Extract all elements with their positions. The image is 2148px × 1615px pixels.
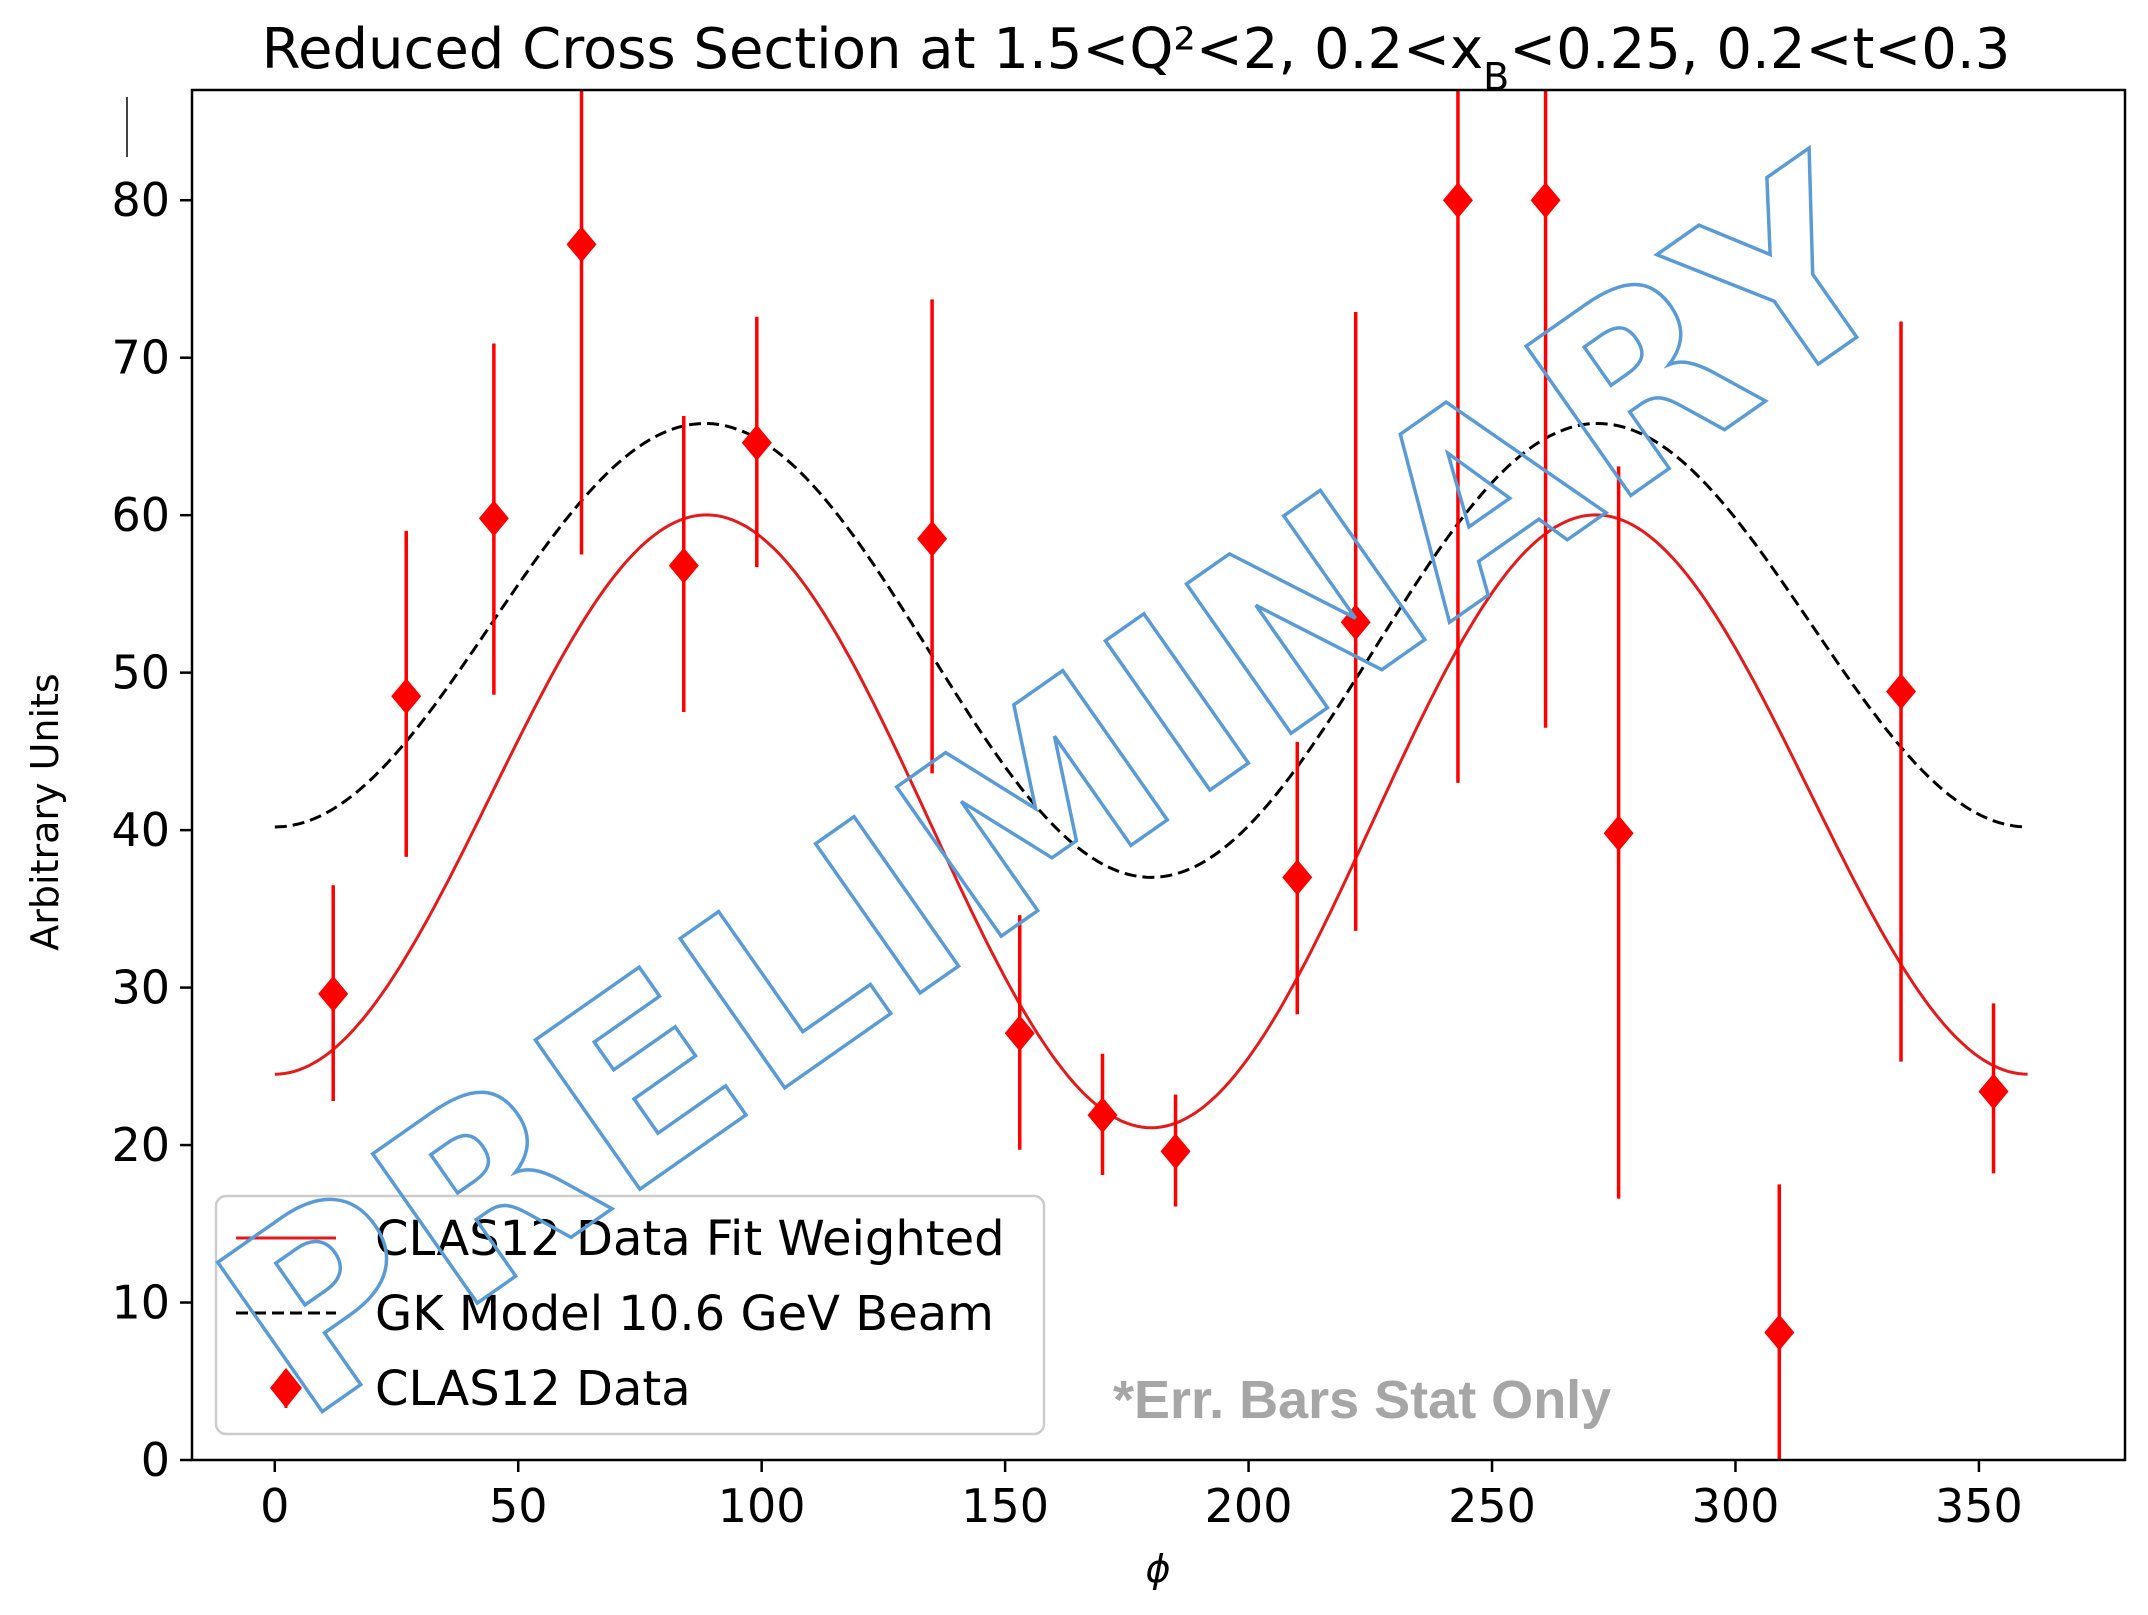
data-point: [1978, 1073, 2009, 1110]
plot-area: [274, 90, 2028, 1460]
data-point: [917, 520, 948, 557]
y-tick-label: 60: [111, 488, 170, 542]
data-point: [741, 424, 772, 461]
y-tick-label: 20: [111, 1118, 170, 1172]
x-tick-label: 250: [1448, 1479, 1536, 1533]
data-point: [1603, 815, 1634, 852]
data-point: [1442, 182, 1473, 219]
preliminary-watermark: PRELIMINARY: [170, 105, 1950, 1473]
x-tick-label: 300: [1692, 1479, 1780, 1533]
data-point: [1004, 1015, 1035, 1052]
gk-model-curve: [274, 422, 2028, 879]
chart-title: Reduced Cross Section at 1.5<Q²<2, 0.2<x…: [262, 17, 2011, 99]
legend: CLAS12 Data Fit Weighted GK Model 10.6 G…: [214, 1194, 1046, 1436]
data-point: [1282, 859, 1313, 896]
x-tick-label: 0: [260, 1479, 289, 1533]
x-tick-label: 150: [961, 1479, 1049, 1533]
y-tick-label: 30: [111, 961, 170, 1015]
x-tick-label: 200: [1205, 1479, 1293, 1533]
x-tick-label: 350: [1935, 1479, 2023, 1533]
y-axis-label: Arbitrary Units: [23, 673, 67, 950]
x-axis-label: ϕ: [1145, 1547, 1170, 1591]
data-point: [318, 975, 349, 1012]
plot-content: [274, 90, 2028, 1460]
axis-ticks: 0 50 100 150 200 250 300 350 0 10 20 30 40 50 60 70 80: [111, 173, 2022, 1533]
data-point: [1530, 182, 1561, 219]
x-tick-label: 100: [718, 1479, 806, 1533]
data-point: [1340, 604, 1371, 641]
fit-curve: [274, 513, 2028, 1130]
y-tick-label: 70: [111, 331, 170, 385]
y-tick-label: 0: [141, 1433, 170, 1487]
y-tick-label: 40: [111, 803, 170, 857]
legend-label-gk: GK Model 10.6 GeV Beam: [375, 1286, 994, 1342]
legend-swatch-data-marker: [270, 1368, 302, 1408]
x-tick-label: 50: [489, 1479, 548, 1533]
legend-box: [214, 1194, 1046, 1436]
data-point: [1087, 1097, 1118, 1134]
y-tick-label: 10: [111, 1276, 170, 1330]
data-point: [566, 226, 597, 263]
data-point: [478, 500, 509, 537]
axes-frame: [190, 88, 2127, 1462]
data-point: [668, 547, 699, 584]
err-bars-note: *Err. Bars Stat Only: [1113, 1370, 1611, 1430]
data-point: [1886, 673, 1917, 710]
y-tick-label: 80: [111, 173, 170, 227]
y-tick-label: 50: [111, 646, 170, 700]
legend-label-fit: CLAS12 Data Fit Weighted: [375, 1211, 1005, 1267]
data-point: [391, 678, 422, 715]
data-point: [1160, 1133, 1191, 1170]
data-point: [1764, 1314, 1795, 1351]
legend-label-data: CLAS12 Data: [375, 1361, 691, 1417]
